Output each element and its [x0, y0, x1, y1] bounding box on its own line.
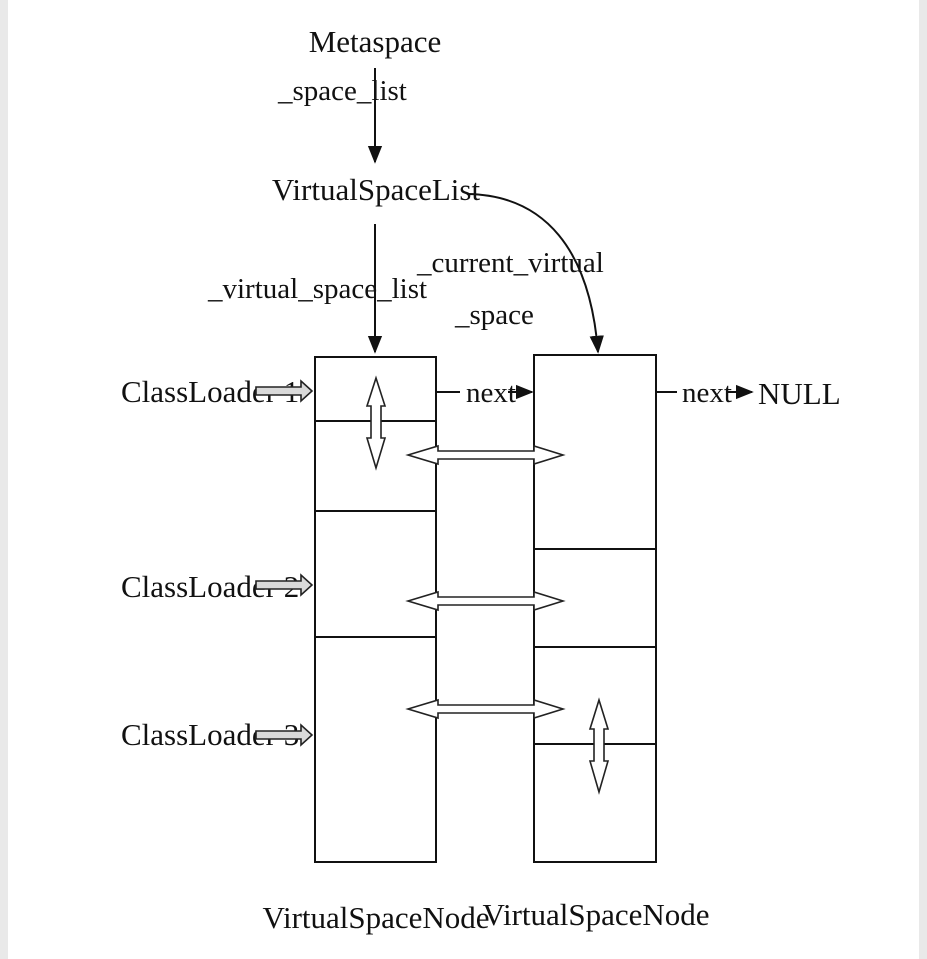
node-2-label: VirtualSpaceNode — [482, 897, 709, 932]
virtual-space-node-1 — [315, 357, 436, 862]
virtual-space-list-field-label: _virtual_space_list — [207, 273, 427, 305]
virtual-space-node-2 — [534, 355, 656, 862]
horizontal-double-arrow — [408, 700, 563, 718]
virtual-space-list-label: VirtualSpaceList — [272, 172, 481, 207]
next-label-2: next — [682, 377, 732, 409]
horizontal-double-arrow — [408, 592, 563, 610]
horizontal-double-arrow — [408, 446, 563, 464]
current-virtual-label-line2: _space — [454, 299, 534, 331]
node-1-label: VirtualSpaceNode — [262, 900, 489, 935]
current-virtual-label-line1: _current_virtual — [416, 247, 604, 279]
metaspace-label: Metaspace — [309, 24, 442, 59]
node-2-box — [534, 355, 656, 862]
null-label: NULL — [758, 376, 841, 411]
space-list-label: _space_list — [277, 75, 407, 107]
